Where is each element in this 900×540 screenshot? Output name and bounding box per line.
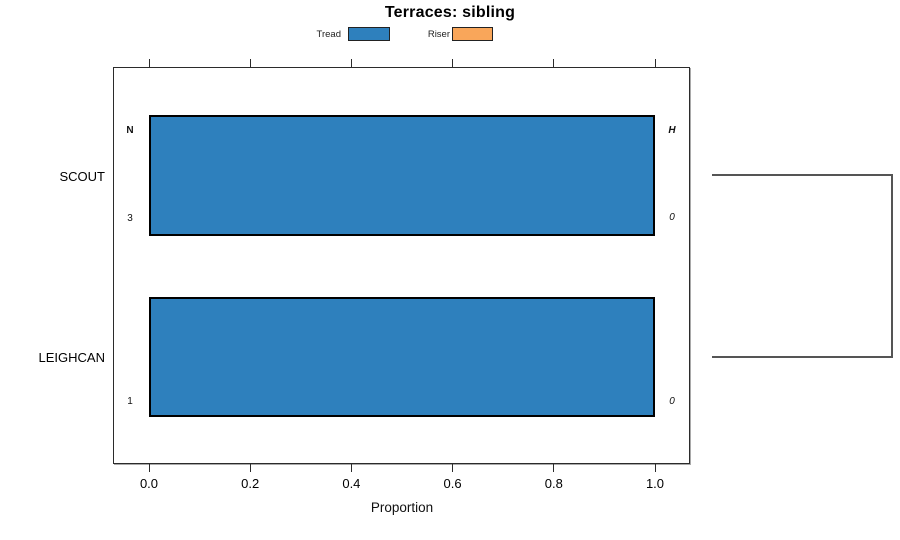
bar-scout-tread [149,115,655,236]
annotation-leighcan-n-value: 1 [127,396,133,407]
x-tick [553,464,555,472]
x-tick-label: 0.6 [443,476,462,491]
x-tick [148,464,150,472]
x-tick [654,59,656,67]
legend-label-riser: Riser [427,29,450,40]
x-tick [350,59,352,67]
annotation-leighcan-h-value: 0 [669,396,675,407]
x-tick [249,59,251,67]
x-tick [452,464,454,472]
x-tick [350,464,352,472]
bracket-top-line [712,174,893,176]
x-tick [249,464,251,472]
chart-title: Terraces: sibling [384,4,516,21]
annotation-h-header: H [668,125,676,136]
annotation-scout-h-value: 0 [669,212,675,223]
x-axis-title: Proportion [370,500,434,515]
y-category-label-scout: SCOUT [59,169,106,184]
y-category-label-leighcan: LEIGHCAN [38,350,105,365]
legend-swatch-riser-icon [452,27,493,41]
legend-label-tread: Tread [316,29,341,40]
bar-leighcan-tread [149,297,655,417]
bracket-vertical-line [891,174,893,358]
x-tick-label: 0.2 [241,476,260,491]
plot-area [113,67,690,464]
x-tick [452,59,454,67]
x-tick [553,59,555,67]
x-tick-label: 0.4 [342,476,361,491]
annotation-scout-n-value: 3 [127,213,133,224]
legend-swatch-tread-icon [348,27,390,41]
x-tick [148,59,150,67]
x-tick [654,464,656,472]
annotation-n-header: N [126,125,134,136]
bracket-bottom-line [712,356,893,358]
x-tick-label: 0.0 [139,476,159,491]
x-tick-label: 0.8 [544,476,563,491]
x-tick-label: 1.0 [645,476,665,491]
